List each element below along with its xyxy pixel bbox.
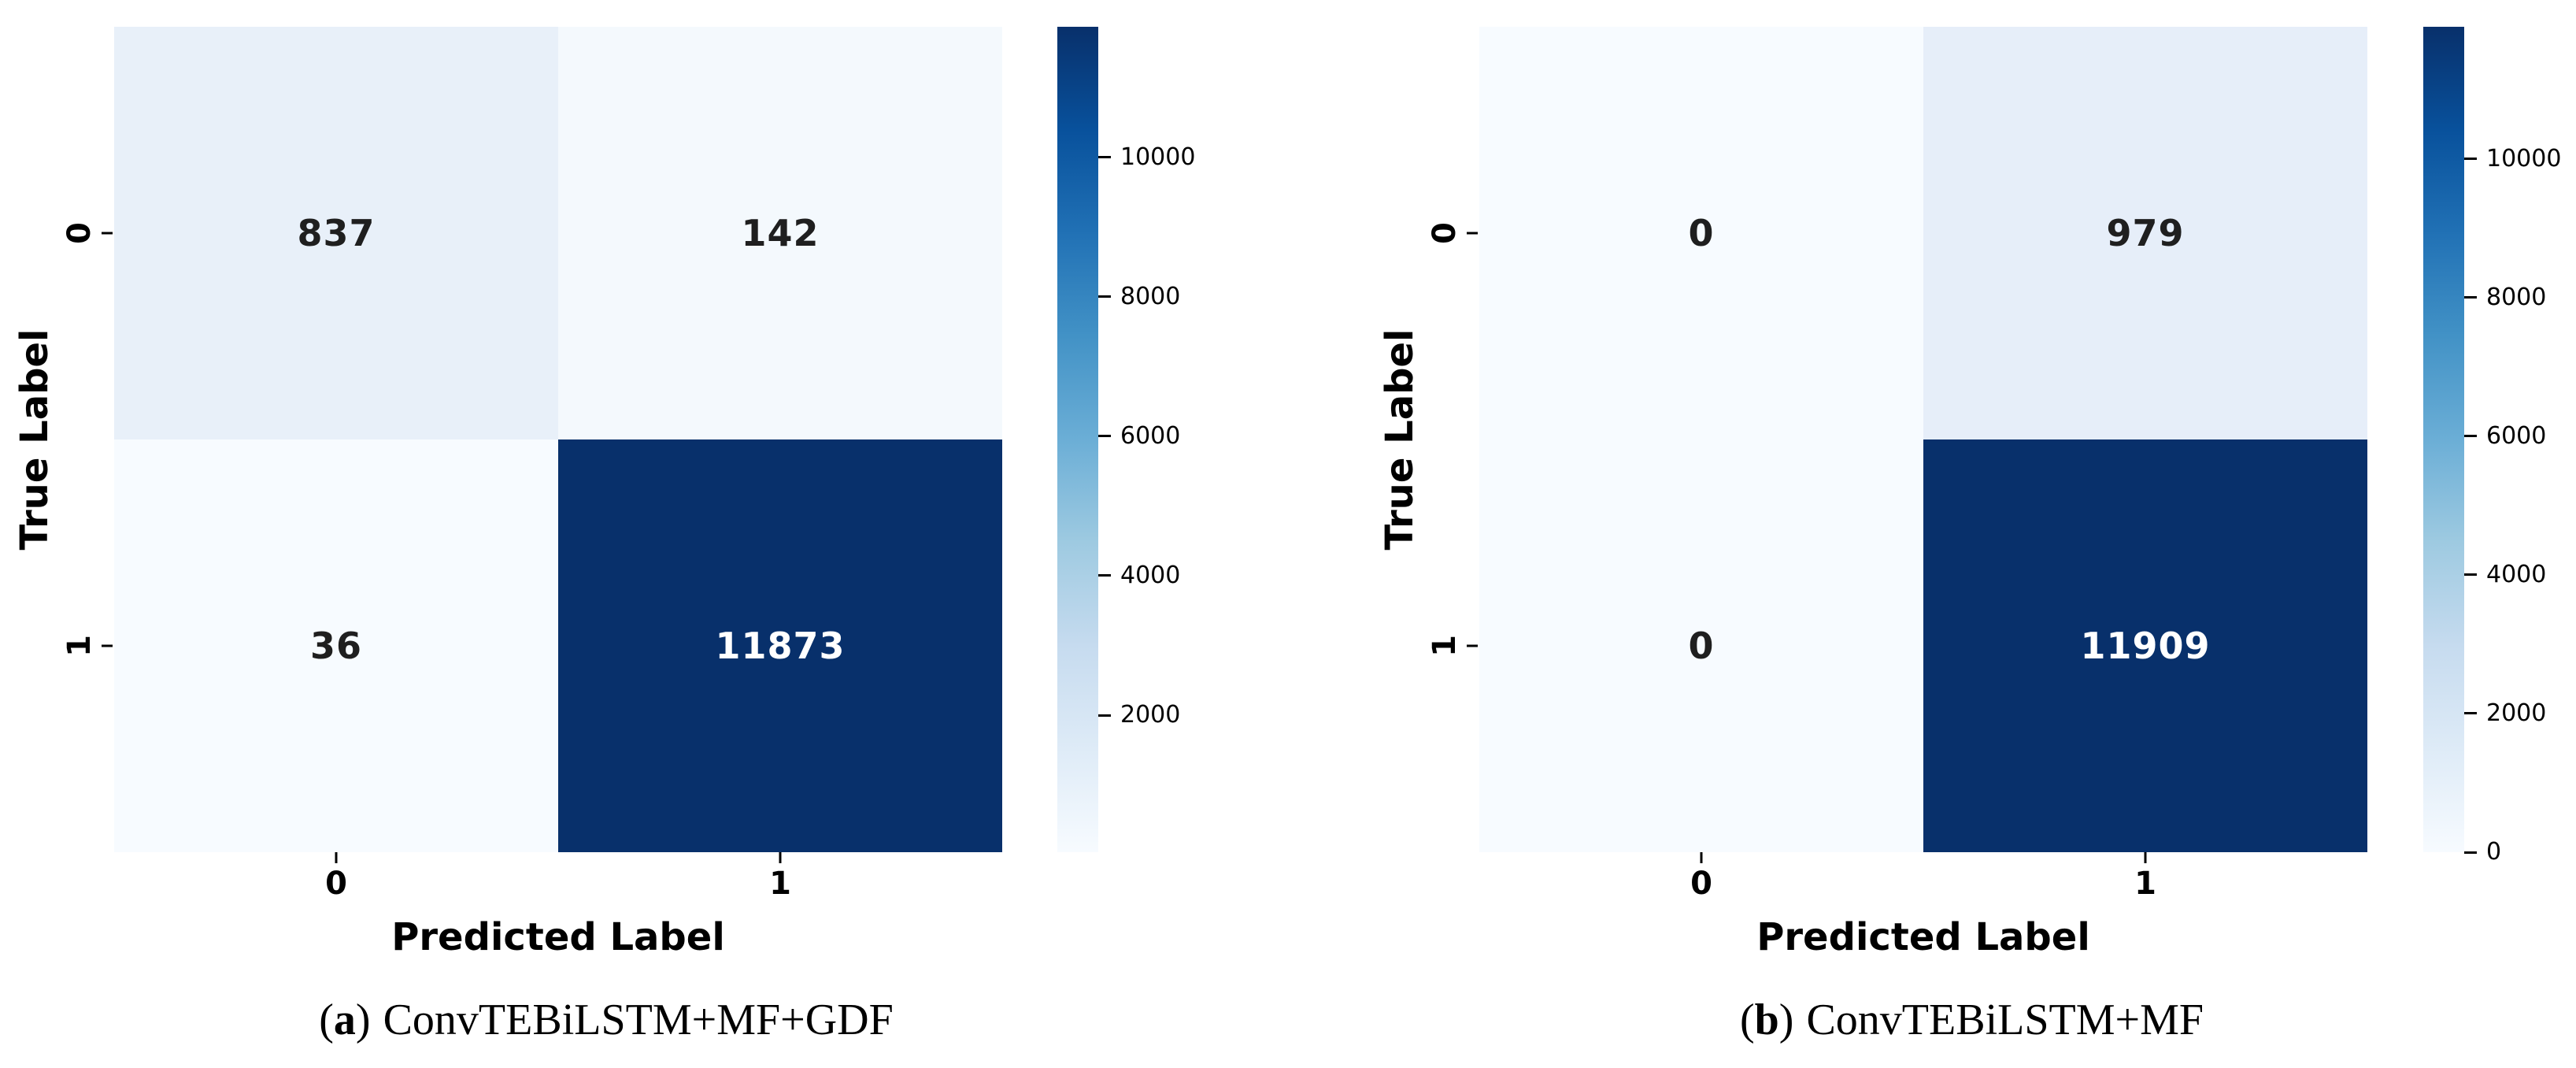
colorbar-tick: 10000 xyxy=(1098,143,1196,171)
x-axis-label: Predicted Label xyxy=(391,915,725,959)
colorbar-tick-mark xyxy=(1098,714,1111,717)
colorbar-tick-label: 4000 xyxy=(1120,561,1181,589)
colorbar-tick-mark xyxy=(1098,435,1111,438)
heatmap-grid: 0 979 0 11909 xyxy=(1479,27,2367,852)
colorbar-tick-mark xyxy=(2464,573,2477,577)
colorbar-tick-label: 0 xyxy=(2486,838,2502,866)
colorbar-tick: 8000 xyxy=(2464,283,2547,311)
caption-text: ConvTEBiLSTM+MF xyxy=(1806,996,2204,1044)
colorbar-tick-label: 10000 xyxy=(1120,143,1196,171)
colorbar-tick: 4000 xyxy=(1098,561,1181,589)
colorbar-tick: 8000 xyxy=(1098,282,1181,310)
caption-b: (b) ConvTEBiLSTM+MF xyxy=(1479,977,2464,1063)
cell-r0c1: 979 xyxy=(1923,27,2367,439)
colorbar-tick: 0 xyxy=(2464,840,2501,864)
panel-b: True Label 0 1 0 979 0 11909 0 1 Predict… xyxy=(1288,0,2576,1068)
cell-value: 979 xyxy=(2106,212,2185,254)
colorbar-tick-mark xyxy=(1098,574,1111,577)
colorbar-tick-label: 6000 xyxy=(2486,421,2547,450)
colorbar-tick: 6000 xyxy=(2464,421,2547,450)
colorbar-tick-mark xyxy=(2464,296,2477,299)
y-tick-mark xyxy=(1467,232,1478,235)
colorbar-tick-mark xyxy=(2464,158,2477,161)
colorbar-tick: 10000 xyxy=(2464,144,2562,172)
y-axis-label: True Label xyxy=(1378,328,1422,551)
y-axis-label: True Label xyxy=(13,328,57,551)
x-tick-label-1: 1 xyxy=(769,866,791,902)
colorbar-tick: 2000 xyxy=(2464,699,2547,727)
y-tick-mark xyxy=(102,644,113,647)
caption-a: (a) ConvTEBiLSTM+MF+GDF xyxy=(114,977,1098,1063)
cell-value: 0 xyxy=(1688,212,1715,254)
y-tick-mark xyxy=(1467,644,1478,647)
colorbar-tick-mark xyxy=(1098,156,1111,159)
cell-value: 11909 xyxy=(2080,625,2211,667)
x-axis-label: Predicted Label xyxy=(1756,915,2090,959)
x-tick-label-0: 0 xyxy=(1690,866,1712,902)
cell-value: 11873 xyxy=(715,625,846,667)
y-tick-label-0: 0 xyxy=(61,222,98,244)
colorbar-gradient xyxy=(1057,27,1098,852)
cell-r0c0: 0 xyxy=(1479,27,1923,439)
y-tick-label-1: 1 xyxy=(1427,635,1463,657)
colorbar-tick: 2000 xyxy=(1098,703,1180,727)
colorbar-tick-label: 8000 xyxy=(2486,283,2547,311)
colorbar-tick-mark xyxy=(2464,435,2477,438)
colorbar-tick-label: 2000 xyxy=(2486,699,2547,727)
colorbar-tick-mark xyxy=(1098,295,1111,299)
heatmap-grid: 837 142 36 11873 xyxy=(114,27,1002,852)
cell-r1c1: 11909 xyxy=(1923,439,2367,852)
cell-value: 837 xyxy=(297,212,376,254)
colorbar-tick-label: 4000 xyxy=(2486,560,2547,588)
colorbar-tick-label: 6000 xyxy=(1120,421,1181,450)
cell-r1c0: 0 xyxy=(1479,439,1923,852)
x-tick-label-1: 1 xyxy=(2134,866,2156,902)
colorbar-tick: 4000 xyxy=(2464,560,2547,588)
caption-marker: (a) xyxy=(319,996,371,1044)
x-tick-mark xyxy=(2144,852,2147,863)
caption-letter: a xyxy=(333,996,356,1044)
colorbar: 0 2000 4000 6000 8000 10000 xyxy=(2423,27,2561,864)
y-tick-label-0: 0 xyxy=(1427,222,1463,244)
caption-letter: b xyxy=(1754,996,1779,1044)
colorbar-tick: 6000 xyxy=(1098,421,1181,450)
colorbar: 2000 4000 6000 8000 10000 xyxy=(1057,27,1195,852)
x-tick-mark xyxy=(1700,852,1703,863)
colorbar-gradient xyxy=(2423,27,2464,852)
colorbar-tick-mark xyxy=(2464,851,2477,854)
caption-text: ConvTEBiLSTM+MF+GDF xyxy=(383,996,894,1044)
y-tick-mark xyxy=(102,232,113,235)
cell-value: 0 xyxy=(1688,625,1715,667)
colorbar-tick-label: 2000 xyxy=(1120,701,1181,729)
cell-r1c0: 36 xyxy=(114,439,558,852)
x-tick-label-0: 0 xyxy=(325,866,347,902)
x-tick-mark xyxy=(335,852,338,863)
cell-r1c1: 11873 xyxy=(558,439,1002,852)
colorbar-tick-label: 10000 xyxy=(2486,144,2562,172)
cell-r0c0: 837 xyxy=(114,27,558,439)
colorbar-tick-label: 8000 xyxy=(1120,282,1181,310)
cell-r0c1: 142 xyxy=(558,27,1002,439)
colorbar-tick-mark xyxy=(2464,712,2477,715)
panel-a: True Label 0 1 837 142 36 11873 0 1 Pred… xyxy=(13,27,1195,1063)
cell-value: 142 xyxy=(741,212,820,254)
x-tick-mark xyxy=(779,852,782,863)
caption-marker: (b) xyxy=(1739,996,1794,1044)
cell-value: 36 xyxy=(309,625,362,667)
y-tick-label-1: 1 xyxy=(61,635,98,657)
